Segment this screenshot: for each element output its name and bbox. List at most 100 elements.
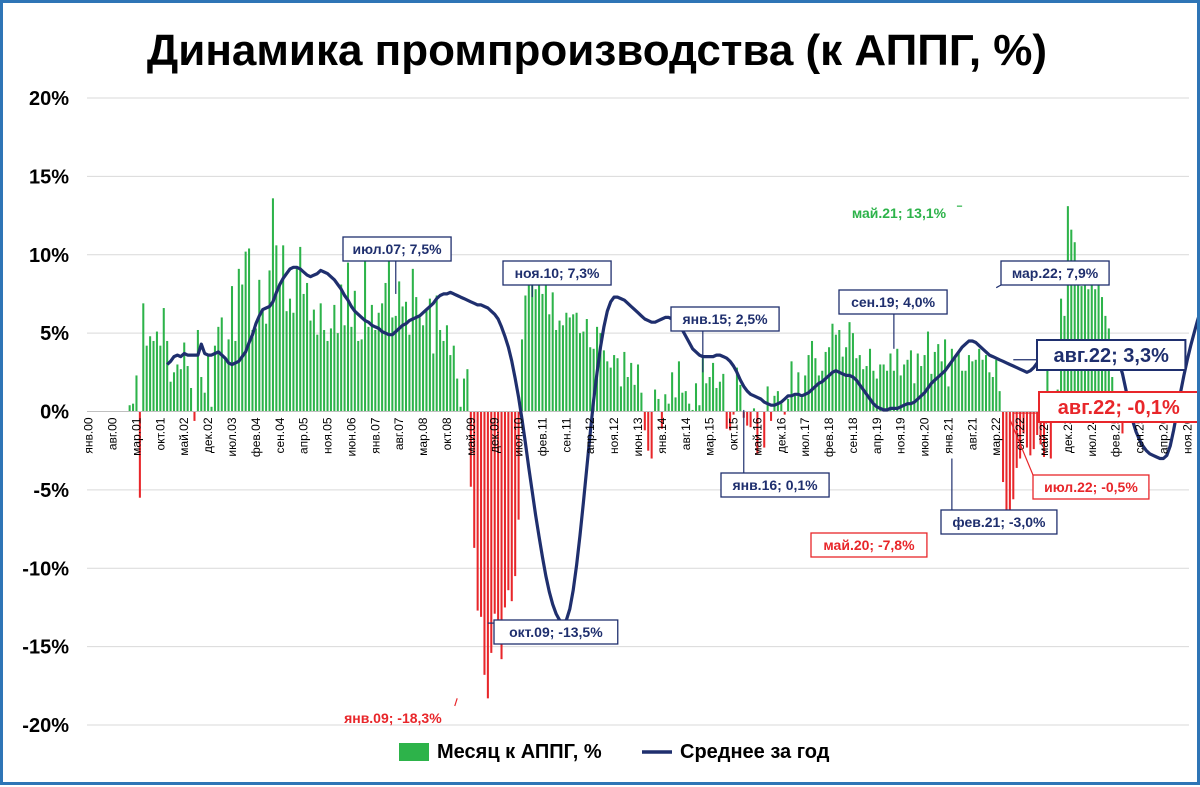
- bar: [671, 372, 674, 412]
- bar: [404, 301, 408, 412]
- bar: [1066, 206, 1069, 412]
- bar: [981, 359, 984, 412]
- annotation-box: [1032, 474, 1150, 500]
- annotation-box: [1038, 391, 1200, 423]
- bar: [865, 366, 868, 412]
- bar: [1073, 242, 1076, 412]
- bar: [230, 286, 234, 412]
- bar: [810, 340, 814, 412]
- bar: [172, 372, 176, 412]
- bar: [800, 397, 803, 412]
- bar: [872, 370, 875, 412]
- bar: [1042, 411, 1046, 457]
- bar: [868, 348, 872, 412]
- bar: [691, 409, 694, 412]
- x-tick-label: янв.21: [942, 417, 956, 454]
- x-tick-label: дек.09: [488, 417, 502, 453]
- bar: [186, 366, 189, 412]
- bar: [582, 331, 585, 412]
- bar: [258, 279, 261, 412]
- bar: [415, 297, 418, 412]
- bar: [445, 325, 448, 412]
- bar: [735, 367, 738, 412]
- bar: [875, 378, 878, 412]
- legend-label: Среднее за год: [680, 741, 830, 763]
- bar: [179, 369, 182, 412]
- x-tick-label: май.16: [750, 417, 764, 456]
- bar: [752, 408, 756, 412]
- x-tick-label: июн.20: [918, 417, 932, 456]
- bar: [306, 282, 309, 412]
- x-tick-label: мар.01: [130, 417, 144, 456]
- bar: [831, 323, 834, 412]
- bar: [176, 364, 179, 412]
- annotation-label: мар.22; 7,9%: [1012, 265, 1099, 281]
- bar: [660, 411, 663, 429]
- annotation-box: [940, 509, 1058, 535]
- bar: [926, 331, 930, 412]
- bar: [957, 351, 960, 412]
- bar: [203, 392, 206, 412]
- bar: [722, 373, 725, 412]
- bar: [411, 268, 414, 412]
- bar: [169, 381, 172, 412]
- bar: [340, 284, 343, 412]
- bar: [572, 314, 575, 412]
- bar: [439, 329, 442, 412]
- bar: [268, 270, 271, 412]
- bar: [1032, 411, 1035, 450]
- x-tick-label: фев.04: [249, 417, 263, 457]
- bar: [213, 345, 216, 412]
- bar: [790, 361, 793, 412]
- bar: [299, 246, 302, 412]
- bar: [725, 411, 728, 429]
- bar: [681, 392, 684, 412]
- x-tick-label: сен.18: [846, 417, 860, 453]
- bar: [343, 325, 346, 412]
- x-tick-label: янв.00: [82, 417, 96, 454]
- bar: [886, 370, 889, 412]
- annotation-box: [670, 306, 780, 332]
- chart-title: Динамика промпроизводства (к АППГ, %): [147, 26, 1047, 75]
- bar: [329, 328, 332, 412]
- annotation-label: янв.15; 2,5%: [682, 311, 768, 327]
- bar: [497, 411, 500, 644]
- annotation-box: [720, 472, 830, 498]
- bar: [1019, 411, 1022, 459]
- bar: [729, 411, 732, 431]
- bar: [623, 351, 626, 412]
- bar: [381, 303, 384, 412]
- bar: [452, 345, 455, 412]
- bar: [261, 309, 264, 412]
- bar: [575, 312, 578, 412]
- x-tick-label: сен.04: [273, 417, 287, 453]
- annotation-callout: авг.22; -0,1%: [1013, 391, 1200, 423]
- annotation-label: сен.19; 4,0%: [851, 294, 936, 310]
- legend-bar-swatch: [399, 743, 429, 761]
- bar: [135, 375, 138, 412]
- annotation-label: авг.22; -0,1%: [1058, 397, 1180, 419]
- bar: [602, 350, 605, 412]
- bar: [237, 268, 240, 412]
- bar: [609, 367, 612, 412]
- bar: [432, 353, 435, 412]
- x-tick-label: мар.08: [416, 417, 430, 456]
- annotation-callout: июл.22; -0,5%: [1009, 419, 1150, 500]
- x-tick-label: апр.26: [1156, 417, 1170, 454]
- annotation-label: окт.09; -13,5%: [509, 624, 603, 640]
- annotation-callout: мар.22; 7,9%: [995, 260, 1110, 289]
- bar: [633, 384, 636, 412]
- annotation-box: [342, 236, 452, 262]
- bar: [476, 411, 479, 611]
- bar: [503, 411, 506, 608]
- bar: [551, 292, 554, 412]
- bar: [732, 411, 735, 415]
- bar: [1002, 411, 1005, 483]
- x-tick-label: ноя.05: [321, 417, 335, 454]
- bar: [845, 347, 848, 412]
- x-tick-label: июл.10: [512, 417, 526, 456]
- bar: [1025, 411, 1028, 448]
- bar: [817, 375, 820, 412]
- bar: [309, 320, 312, 412]
- bar: [1005, 411, 1008, 515]
